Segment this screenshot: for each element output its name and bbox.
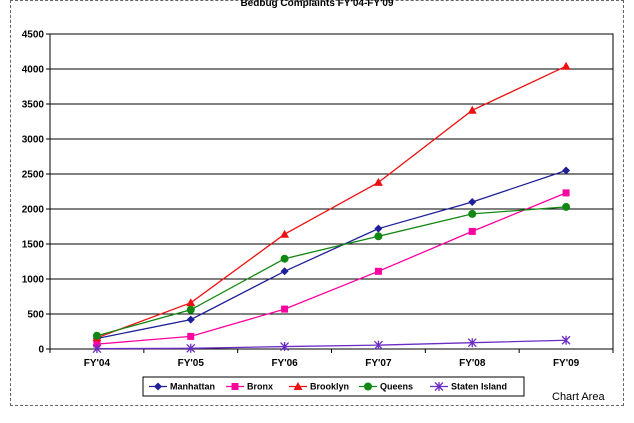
y-tick-label: 500 [27,310,44,321]
data-point [187,332,195,340]
y-tick-label: 2500 [22,170,45,181]
y-tick-label: 1500 [22,240,45,251]
series-queens [92,202,571,340]
data-point [374,232,383,241]
data-point [92,331,101,340]
data-point [280,229,290,238]
series-bronx [93,189,570,348]
legend-label: Brooklyn [310,382,349,392]
chart-frame [10,0,624,406]
data-point [186,343,196,353]
series-line [96,206,567,337]
data-point [468,198,477,206]
legend-marker [293,382,303,390]
legend-label: Manhattan [170,382,215,392]
x-tick-label: FY'04 [84,358,111,369]
legend-entry[interactable]: Staten Island [430,382,507,392]
y-tick-label: 3500 [22,100,45,111]
data-point [562,202,571,211]
series-line [96,339,567,350]
y-tick-label: 4500 [22,30,45,41]
series-line [96,192,567,345]
data-point [374,267,382,275]
data-point [373,177,383,186]
data-point [186,315,195,324]
data-point [467,338,477,348]
x-tick-label: FY'05 [178,358,205,369]
legend-marker [434,382,444,391]
x-tick-label: FY'06 [271,358,298,369]
data-point [280,342,290,352]
x-tick-label: FY'08 [459,358,486,369]
data-point [280,254,289,263]
series-line [96,169,567,340]
data-point [93,340,101,348]
series-staten-island [92,335,571,354]
legend-entry[interactable]: Bronx [226,382,273,392]
legend-entry[interactable]: Manhattan [149,382,215,392]
chart-title: Bedbug Complaints FY'04-FY'09 [240,0,394,9]
data-point [280,267,289,276]
y-tick-label: 1000 [22,275,45,286]
legend[interactable]: Manhattan Bronx Brooklyn Queens Staten Islan… [142,376,525,397]
data-point [374,224,383,233]
y-tick-label: 3000 [22,135,45,146]
data-point [562,166,571,175]
data-point [186,298,196,307]
legend-label: Queens [380,382,413,392]
legend-box [142,376,525,397]
legend-entry[interactable]: Queens [359,382,413,392]
data-point [467,105,477,114]
x-tick-label: FY'07 [365,358,392,369]
y-tick-label: 2000 [22,205,45,216]
series-layer [92,61,571,354]
data-point [561,61,571,70]
chart-area-label: Chart Area [552,391,605,403]
data-point [373,340,383,350]
y-tick-label: 4000 [22,65,45,76]
data-point [92,344,102,354]
series-brooklyn [92,61,571,342]
x-axis: FY'04 FY'05 FY'06 FY'07 FY'08 FY'09 [49,349,614,369]
legend-marker [154,382,162,391]
legend-marker [231,383,239,390]
x-tick-label: FY'09 [553,358,580,369]
data-point [468,209,477,218]
legend-marker [364,382,372,391]
legend-label: Staten Island [451,382,507,392]
y-tick-label: 0 [38,345,44,356]
data-point [186,305,195,314]
data-point [281,305,289,313]
legend-entry[interactable]: Brooklyn [289,382,349,392]
data-point [562,189,570,197]
plot-area [49,33,614,350]
grid-lines [50,68,613,315]
y-axis: 0 500 1000 1500 2000 2500 3000 3500 4000 4500 [22,30,50,356]
legend-label: Bronx [247,382,273,392]
data-point [561,335,571,345]
data-point [468,227,476,235]
series-line [96,65,567,339]
